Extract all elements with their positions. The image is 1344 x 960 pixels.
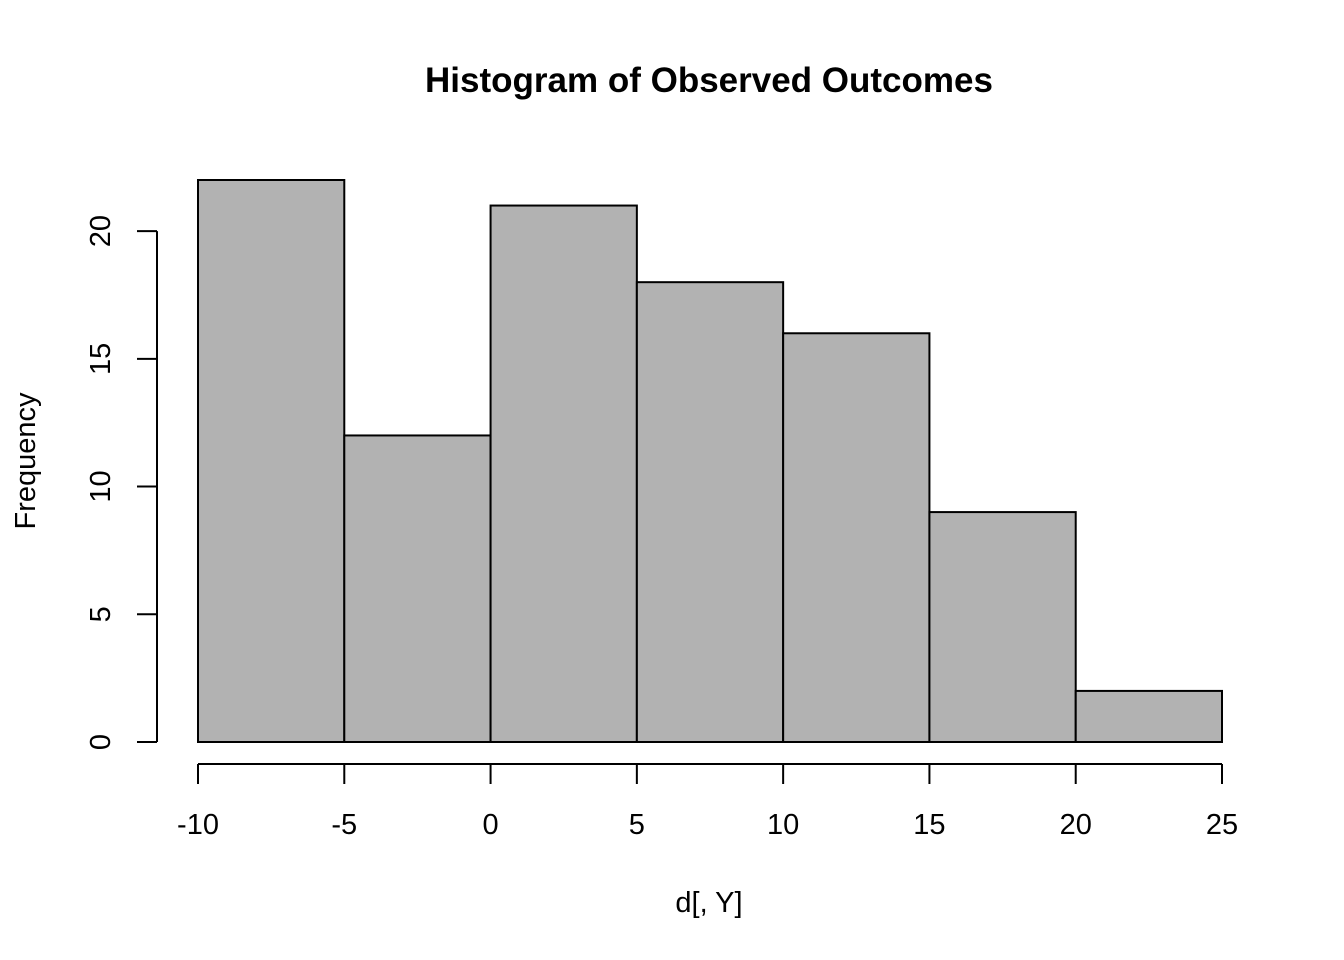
y-tick-label: 15 xyxy=(85,343,117,375)
histogram-bar xyxy=(343,434,492,743)
bars-group xyxy=(197,179,1223,744)
x-tick-label: 25 xyxy=(1206,809,1238,841)
y-axis: 0 5 10 15 20 xyxy=(85,215,158,750)
histogram-bar xyxy=(489,204,638,743)
histogram-bar xyxy=(782,332,931,743)
histogram-bar xyxy=(928,511,1077,743)
x-tick-label: 0 xyxy=(483,809,499,841)
x-tick-label: 10 xyxy=(767,809,799,841)
y-tick-label: 5 xyxy=(85,606,117,622)
y-tick-label: 10 xyxy=(85,470,117,502)
y-axis-label: Frequency xyxy=(10,392,42,530)
x-tick-label: 15 xyxy=(913,809,945,841)
histogram-bar xyxy=(197,179,346,743)
x-tick-label: 5 xyxy=(629,809,645,841)
x-tick-label: -5 xyxy=(331,809,357,841)
histogram-bar xyxy=(1074,689,1223,744)
histogram-bar xyxy=(635,281,785,743)
x-tick-label: 20 xyxy=(1060,809,1092,841)
x-axis-label: d[, Y] xyxy=(675,887,742,919)
x-axis: -10 -5 0 5 10 15 20 25 xyxy=(177,763,1238,841)
x-tick-label: -10 xyxy=(177,809,219,841)
chart-title: Histogram of Observed Outcomes xyxy=(425,61,993,100)
y-tick-label: 0 xyxy=(85,734,117,750)
y-tick-label: 20 xyxy=(85,215,117,247)
